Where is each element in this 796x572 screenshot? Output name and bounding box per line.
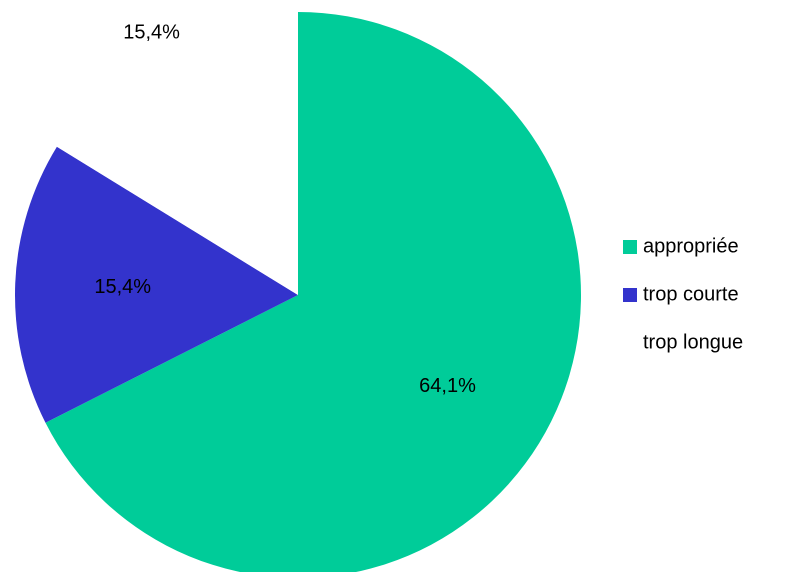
pie-slice-trop-longue <box>56 11 298 295</box>
pie-labels: 64,1% 15,4% 15,4% <box>94 21 476 397</box>
slice-label-trop-courte: 15,4% <box>94 276 151 298</box>
legend-label-appropriée: appropriée <box>643 235 739 257</box>
legend: appropriée trop courte trop longue <box>623 235 743 353</box>
pie-slice-trop-courte <box>14 146 299 423</box>
legend-swatch-appropriée <box>623 240 637 254</box>
legend-swatch-trop-longue <box>623 336 637 350</box>
legend-label-trop-courte: trop courte <box>643 283 739 305</box>
slice-label-trop-longue: 15,4% <box>123 21 180 43</box>
legend-label-trop-longue: trop longue <box>643 331 743 353</box>
pie-slices <box>14 11 581 572</box>
pie-slice-appropriée <box>45 12 581 572</box>
legend-swatch-trop-courte <box>623 288 637 302</box>
slice-label-appropriée: 64,1% <box>419 375 476 397</box>
